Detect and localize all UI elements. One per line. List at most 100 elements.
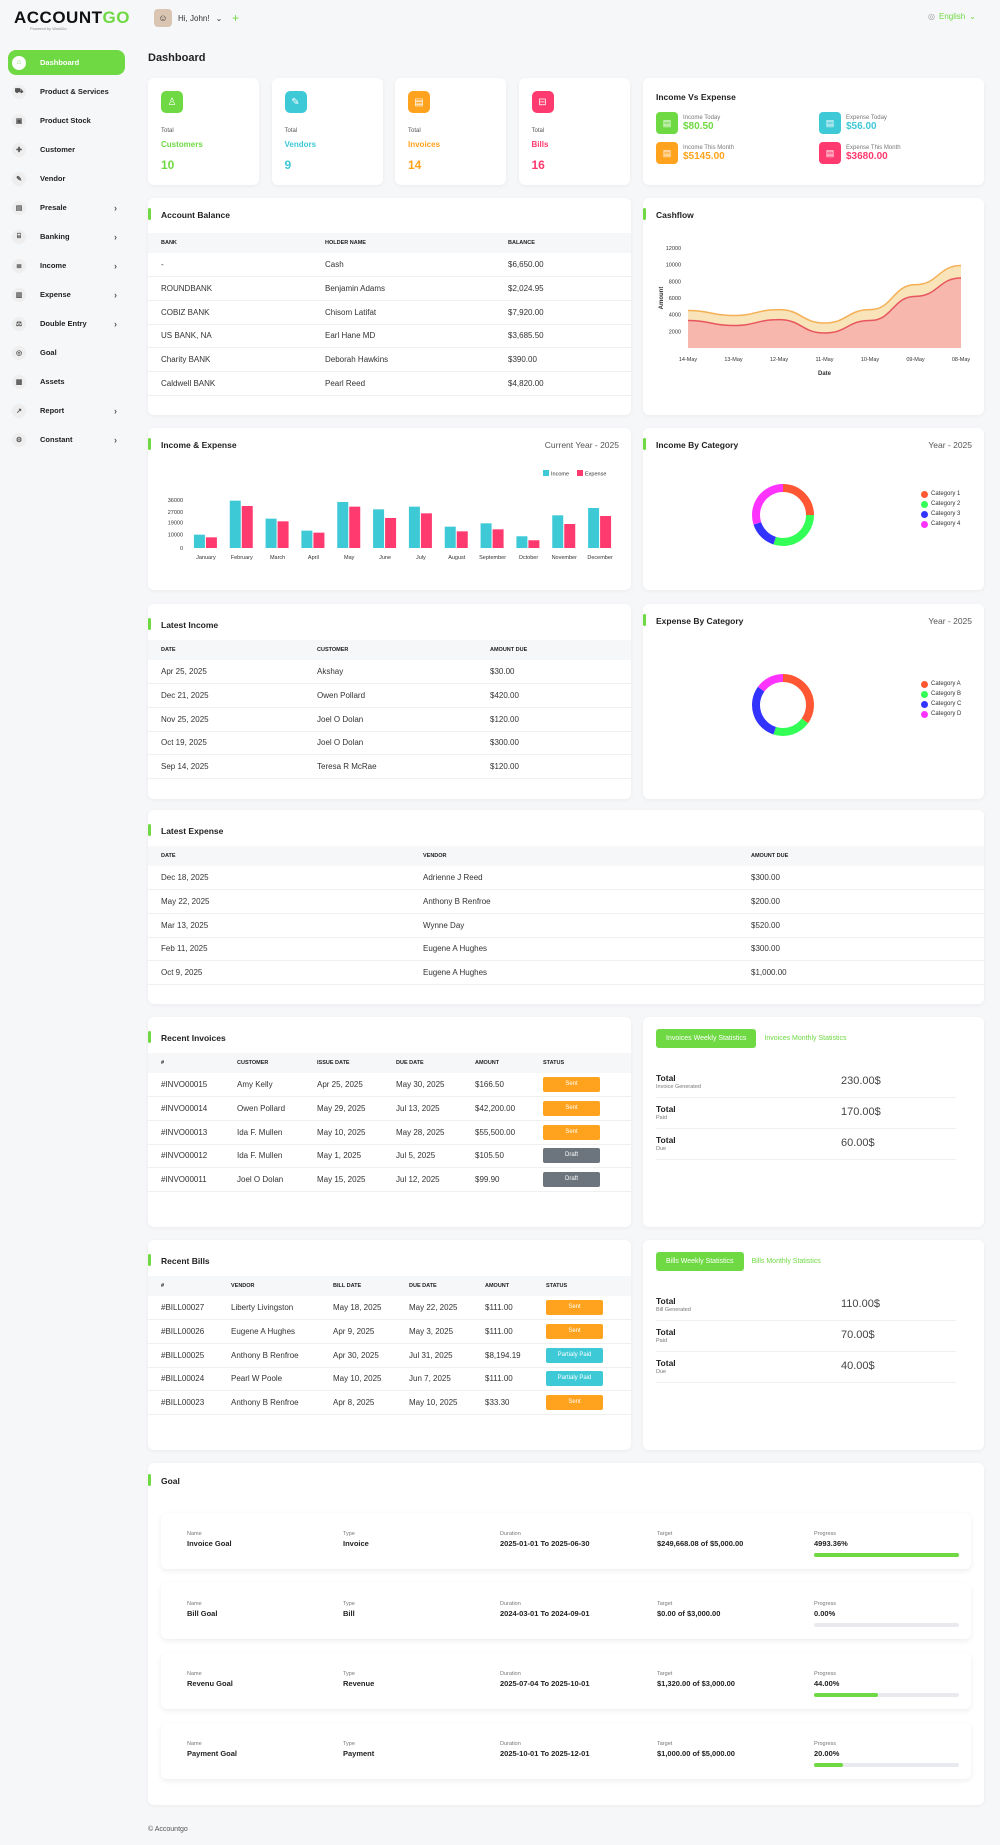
table-row[interactable]: #BILL00024 Pearl W Poole May 10, 2025 Jun 7… (148, 1367, 631, 1392)
table-row[interactable]: #INVO00011 Joel O Dolan May 15, 2025 Jul 12… (148, 1167, 631, 1192)
stat-card-customers[interactable]: ♙ Total Customers 10 (148, 78, 259, 185)
stat-card-vendors[interactable]: ✎ Total Vendors 9 (271, 78, 383, 185)
sidebar-item-goal[interactable]: ◎ Goal (8, 340, 125, 365)
table-row[interactable]: #INVO00013 Ida F. Mullen May 10, 2025 May 2… (148, 1120, 631, 1145)
card-subtitle: Year - 2025 (928, 440, 972, 450)
sidebar-item-vendor[interactable]: ✎ Vendor (8, 166, 125, 191)
bar (600, 516, 612, 548)
avatar: ☺ (154, 9, 172, 27)
table-cell: May 22, 2025 (148, 889, 410, 914)
expense-category-card: Expense By Category Year - 2025 Category… (642, 604, 984, 799)
table-row[interactable]: #INVO00015 Amy Kelly Apr 25, 2025 May 30, 2… (148, 1073, 631, 1098)
recent-invoices-table: # CUSTOMER ISSUE DATE DUE DATE AMOUNT STATUS #… (148, 1053, 631, 1192)
goal-field-value: $1,320.00 of $3,000.00 (657, 1679, 735, 1688)
y-tick-label: 8000 (669, 279, 681, 285)
table-row[interactable]: US BANK, NA Earl Hane MD $3,685.50 (148, 324, 631, 349)
sidebar-item-product-stock[interactable]: ▣ Product Stock (8, 108, 125, 133)
language-selector[interactable]: ◎ English ⌄ (928, 12, 976, 21)
tab-bills-monthly[interactable]: Bills Monthly Statistics (751, 1258, 821, 1265)
legend-item: Category A (921, 679, 961, 689)
cell-text: Apr 30, 2025 (333, 1350, 379, 1360)
table-row[interactable]: #BILL00023 Anthony B Renfroe Apr 8, 2025 Ma… (148, 1390, 631, 1415)
table-row[interactable]: Caldwell BANK Pearl Reed $4,820.00 (148, 371, 631, 396)
tab-bills-weekly[interactable]: Bills Weekly Statistics (656, 1252, 744, 1271)
sidebar-item-assets[interactable]: ▦ Assets (8, 369, 125, 394)
goal-item[interactable]: Name Payment Goal Type Payment Duration 2025-… (161, 1723, 971, 1779)
legend-swatch (921, 500, 928, 508)
table-cell: Sent (530, 1120, 631, 1145)
table-row[interactable]: - Cash $6,650.00 (148, 253, 631, 278)
cell-text: May 3, 2025 (409, 1327, 454, 1337)
goal-target: Target $0.00 of $3,000.00 (657, 1601, 720, 1618)
table-row[interactable]: Feb 11, 2025 Eugene A Hughes $300.00 (148, 937, 984, 962)
statistic-subtitle: Invoice Generated (656, 1084, 701, 1090)
goal-item[interactable]: Name Bill Goal Type Bill Duration 2024-03-01 … (161, 1583, 971, 1639)
column-header: DATE (148, 846, 410, 866)
table-cell: May 30, 2025 (383, 1073, 462, 1098)
goal-item[interactable]: Name Revenu Goal Type Revenue Duration 2025-0… (161, 1653, 971, 1709)
table-row[interactable]: May 22, 2025 Anthony B Renfroe $200.00 (148, 889, 984, 914)
chevron-right-icon: › (114, 202, 117, 213)
table-row[interactable]: #BILL00027 Liberty Livingston May 18, 2025… (148, 1296, 631, 1321)
table-row[interactable]: Charity BANK Deborah Hawkins $390.00 (148, 347, 631, 372)
goal-item[interactable]: Name Invoice Goal Type Invoice Duration 2025-… (161, 1513, 971, 1569)
table-row[interactable]: Mar 13, 2025 Wynne Day $520.00 (148, 913, 984, 938)
sidebar-item-banking[interactable]: ⌸ Banking › (8, 224, 125, 249)
bill-icon: ⊟ (531, 91, 554, 113)
sidebar-item-expense[interactable]: ▥ Expense › (8, 282, 125, 307)
cell-text: Mar 13, 2025 (161, 920, 209, 930)
table-row[interactable]: Dec 21, 2025 Owen Pollard $420.00 (148, 683, 631, 708)
cell-text: May 10, 2025 (333, 1374, 382, 1384)
table-row[interactable]: COBIZ BANK Chisom Latifat $7,920.00 (148, 300, 631, 325)
table-row[interactable]: Oct 9, 2025 Eugene A Hughes $1,000.00 (148, 960, 984, 985)
sidebar-item-product-services[interactable]: ⛟ Product & Services (8, 79, 125, 104)
table-row[interactable]: #BILL00026 Eugene A Hughes Apr 9, 2025 May … (148, 1319, 631, 1344)
table-row[interactable]: #BILL00025 Anthony B Renfroe Apr 30, 2025 J… (148, 1343, 631, 1368)
cell-text: Nov 25, 2025 (161, 714, 209, 724)
table-row[interactable]: Sep 14, 2025 Teresa R McRae $120.00 (148, 754, 631, 779)
cell-text: $166.50 (475, 1080, 504, 1090)
sidebar-item-income[interactable]: ≣ Income › (8, 253, 125, 278)
bar (265, 518, 277, 548)
table-cell: Oct 9, 2025 (148, 960, 410, 985)
table-row[interactable]: #INVO00014 Owen Pollard May 29, 2025 Jul 13… (148, 1096, 631, 1121)
table-row[interactable]: Oct 19, 2025 Joel O Dolan $300.00 (148, 731, 631, 756)
x-tick-label: February (231, 555, 253, 561)
table-cell: May 22, 2025 (396, 1296, 472, 1321)
stat-card-invoices[interactable]: ▤ Total Invoices 14 (395, 78, 506, 185)
globe-icon: ◎ (928, 12, 935, 21)
card-title: Income By Category (642, 438, 739, 450)
table-row[interactable]: Dec 18, 2025 Adrienne J Reed $300.00 (148, 866, 984, 891)
table-row[interactable]: #INVO00012 Ida F. Mullen May 1, 2025 Jul 5,… (148, 1144, 631, 1169)
statistic-value: 70.00$ (841, 1329, 875, 1341)
table-cell: #BILL00025 (148, 1343, 218, 1368)
x-tick-label: July (416, 555, 426, 561)
sidebar-item-double-entry[interactable]: ⚖ Double Entry › (8, 311, 125, 336)
tab-invoices-monthly[interactable]: Invoices Monthly Statistics (764, 1035, 847, 1042)
tab-invoices-weekly[interactable]: Invoices Weekly Statistics (656, 1029, 757, 1048)
cell-text: Eugene A Hughes (423, 944, 488, 954)
table-row[interactable]: Apr 25, 2025 Akshay $30.00 (148, 660, 631, 685)
sidebar-item-constant[interactable]: ⚙ Constant › (8, 427, 125, 452)
cashflow-card: Cashflow 2000 4000 6000 8000 10000 12000 14-Ma… (643, 198, 984, 415)
sidebar-item-dashboard[interactable]: ⌂ Dashboard (8, 50, 125, 75)
sidebar-item-label: Product Stock (40, 116, 91, 125)
sidebar-item-customer[interactable]: ✚ Customer (8, 137, 125, 162)
table-row[interactable]: Nov 25, 2025 Joel O Dolan $120.00 (148, 707, 631, 732)
cart-icon: ⛟ (12, 84, 26, 99)
status-badge: Draft (543, 1148, 600, 1164)
stat-name: Vendors (284, 140, 317, 149)
table-row[interactable]: ROUNDBANK Benjamin Adams $2,024.95 (148, 276, 631, 301)
stat-card-bills[interactable]: ⊟ Total Bills 16 (518, 78, 630, 185)
table-cell: May 28, 2025 (383, 1120, 462, 1145)
sidebar-item-report[interactable]: ↗ Report › (8, 398, 125, 423)
plus-icon[interactable]: + (232, 11, 240, 25)
table-cell: $30.00 (477, 660, 631, 685)
sidebar-item-presale[interactable]: ▤ Presale › (8, 195, 125, 220)
statistics-tabs: Invoices Weekly Statistics Invoices Mont… (656, 1029, 847, 1048)
x-tick-label: December (587, 555, 613, 561)
table-cell: - (148, 253, 312, 278)
cell-text: $2,024.95 (508, 284, 544, 294)
logo[interactable]: ACCOUNTGO (14, 8, 130, 27)
user-menu[interactable]: ☺ Hi, John! ⌄ (154, 9, 222, 27)
